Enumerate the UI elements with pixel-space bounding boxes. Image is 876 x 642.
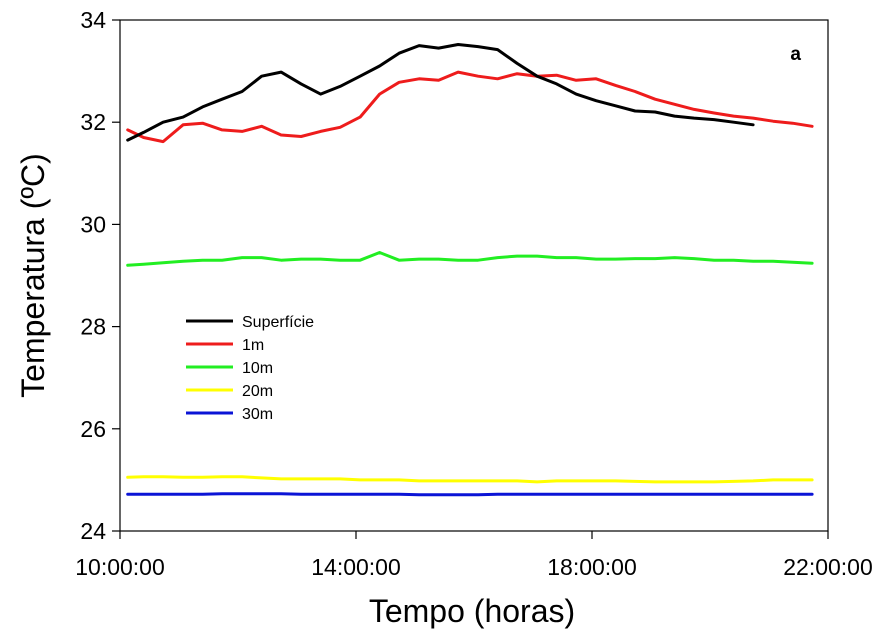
legend-label: 10m xyxy=(242,360,273,377)
series-line-10m xyxy=(126,251,814,267)
x-tick-label: 10:00:00 xyxy=(75,554,165,580)
axis-ticks: 24 26 28 30 32 34 10:00:00 14:00:00 18:00:00 22:0… xyxy=(75,7,873,580)
series-lines xyxy=(126,43,814,497)
legend: Superfície 1m 10m 20m 30m xyxy=(186,314,314,423)
panel-label: a xyxy=(790,44,801,65)
legend-label: 20m xyxy=(242,383,273,400)
series-line-20m xyxy=(126,475,814,484)
y-tick-label: 28 xyxy=(80,314,106,340)
y-tick-label: 32 xyxy=(80,109,106,135)
x-axis-label: Tempo (horas) xyxy=(369,593,575,629)
y-tick-label: 34 xyxy=(80,7,106,33)
x-tick-label: 22:00:00 xyxy=(783,554,873,580)
y-tick-label: 26 xyxy=(80,416,106,442)
series-line-superf-cie xyxy=(126,43,755,142)
x-tick-label: 18:00:00 xyxy=(547,554,637,580)
x-tick-label: 14:00:00 xyxy=(311,554,401,580)
y-tick-label: 24 xyxy=(80,518,106,544)
legend-label: 1m xyxy=(242,337,264,354)
legend-label: 30m xyxy=(242,406,273,423)
series-line-30m xyxy=(126,492,814,497)
plot-frame xyxy=(119,19,829,532)
series-line-1m xyxy=(126,70,814,144)
y-axis-label: Temperatura (ºC) xyxy=(15,153,51,398)
legend-label: Superfície xyxy=(242,314,314,331)
y-tick-label: 30 xyxy=(80,211,106,237)
